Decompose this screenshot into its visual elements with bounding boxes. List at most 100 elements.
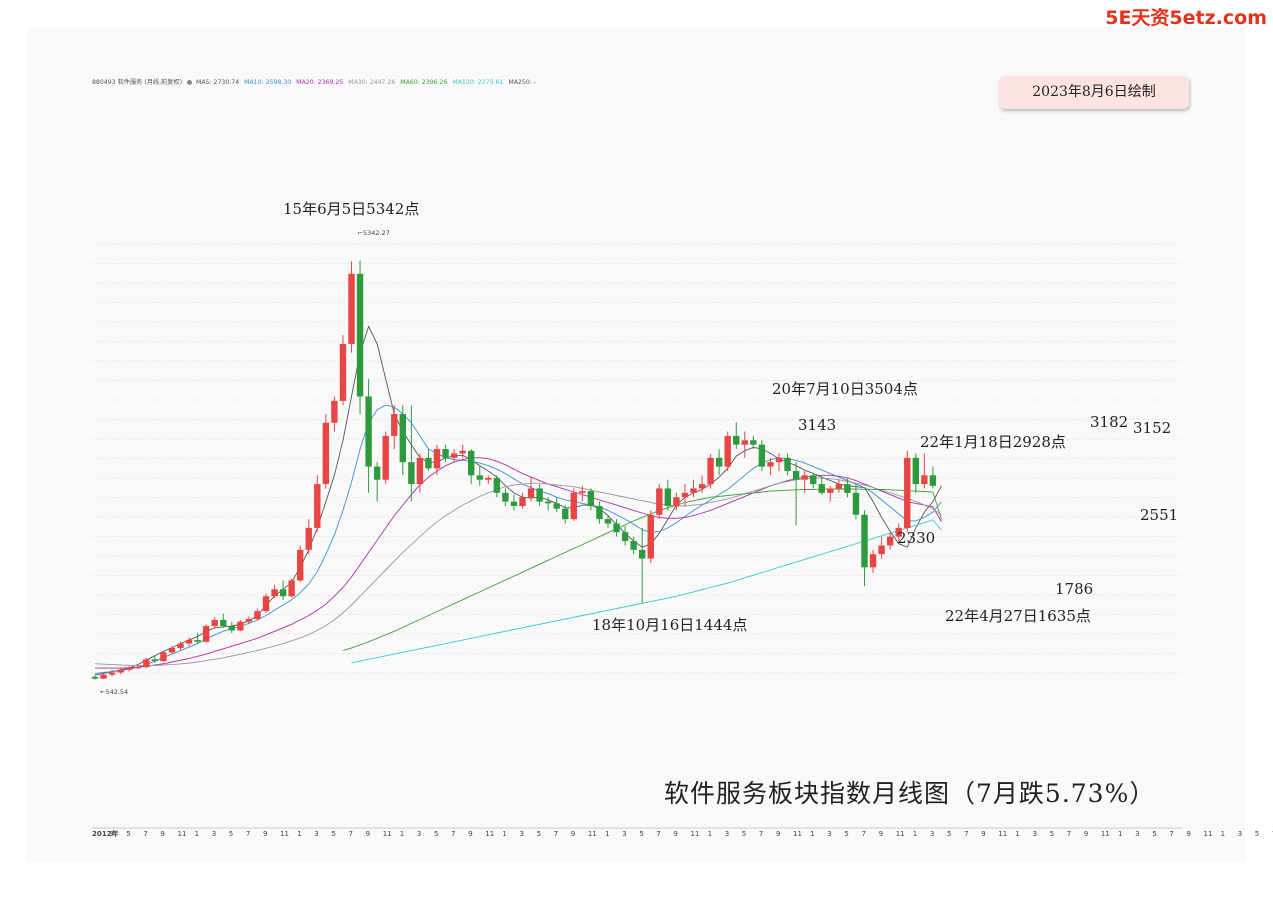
candle-body [254, 611, 261, 620]
price-annotation: 1786 [1055, 580, 1093, 598]
x-tick-label: 9 [879, 830, 883, 838]
candle-body [733, 435, 740, 445]
candle-body [202, 626, 210, 642]
legend-ma5: MA5: 2730.74 [195, 79, 240, 86]
x-tick-label: 7 [1067, 830, 1071, 838]
x-tick-label: 1 [400, 830, 404, 838]
candle-body [664, 488, 672, 506]
x-tick-label: 1 [810, 830, 814, 838]
candle-body [852, 492, 860, 515]
candle-body [134, 667, 141, 669]
candle-body [724, 435, 731, 467]
candle-body [279, 589, 287, 597]
candle-body [356, 273, 364, 397]
x-tick-label: 9 [468, 830, 472, 838]
x-tick-label: 1 [913, 830, 917, 838]
candle-body [425, 457, 432, 469]
x-tick-label: 5 [947, 830, 951, 838]
x-tick-label: 7 [349, 830, 353, 838]
x-tick-label: 5 [1255, 830, 1259, 838]
candle-body [630, 541, 637, 550]
legend-ma250: MA250: - [508, 79, 537, 86]
x-tick-label: 1 [1118, 830, 1122, 838]
x-tick-label: 11 [1101, 830, 1110, 838]
legend-ma10: MA10: 2598.30 [244, 79, 292, 86]
candle-body [929, 475, 937, 486]
candle-body [168, 647, 176, 653]
candle-body [433, 449, 441, 469]
candle-body [912, 457, 919, 485]
candle-body [921, 475, 928, 485]
candle-body [544, 501, 552, 504]
candle-body [339, 343, 347, 401]
x-tick-label: 1 [708, 830, 712, 838]
candle-body [160, 652, 167, 662]
price-annotation: 2330 [897, 529, 935, 547]
ma-line-ma30 [94, 477, 942, 667]
candle-body [895, 527, 902, 537]
candle-body [117, 669, 124, 673]
x-tick-label: 9 [160, 830, 164, 838]
candle-body [194, 640, 201, 642]
x-tick-label: 9 [1084, 830, 1088, 838]
candle-body [331, 400, 338, 423]
candle-body [399, 414, 406, 463]
candle-body [784, 457, 791, 471]
candle-body [314, 484, 321, 528]
x-tick-label: 11 [588, 830, 597, 838]
candle-body [502, 492, 509, 502]
candle-body [673, 497, 680, 506]
chart-title: 软件服务板块指数月线图（7月跌5.73%） [664, 779, 1156, 808]
candle-body [108, 672, 116, 675]
low-value-label: ←542.54 [100, 688, 128, 696]
candle-body [485, 477, 492, 480]
price-annotation: 22年4月27日1635点 [945, 607, 1091, 625]
candle-body [391, 414, 398, 436]
site-watermark: 5E天资5etz.com [1105, 7, 1267, 29]
legend-code: 880493 软件服务 (月线,前复权) [92, 79, 183, 86]
x-tick-label: 5 [434, 830, 438, 838]
x-tick-label: 7 [656, 830, 660, 838]
candle-body [715, 457, 723, 467]
candle-body [459, 450, 466, 454]
legend-ma60: MA60: 2396.26 [400, 79, 448, 86]
price-annotation: 3182 [1090, 413, 1128, 431]
candle-body [151, 659, 159, 662]
candle-body [792, 470, 800, 480]
x-tick-label: 3 [1135, 830, 1139, 838]
legend-ma30: MA30: 2447.26 [348, 79, 396, 86]
candle-body [450, 453, 458, 458]
candle-body [365, 396, 372, 467]
x-tick-label: 1 [605, 830, 609, 838]
price-annotation: 3152 [1133, 419, 1171, 437]
candle-body [536, 488, 543, 502]
x-tick-label: 7 [759, 830, 763, 838]
x-tick-label: 5 [742, 830, 746, 838]
x-tick-label: 9 [263, 830, 267, 838]
legend-ma20: MA20: 2369.25 [296, 79, 344, 86]
x-tick-label: 3 [314, 830, 318, 838]
x-tick-label: 7 [964, 830, 968, 838]
x-tick-label: 11 [280, 830, 289, 838]
candle-body [818, 484, 825, 493]
candle-body [869, 554, 877, 568]
candle-body [639, 549, 646, 559]
chart-panel [27, 27, 1245, 862]
x-tick-label: 1 [195, 830, 199, 838]
x-tick-label: 3 [212, 830, 216, 838]
x-tick-label: 3 [1033, 830, 1037, 838]
x-tick-label: 3 [1238, 830, 1242, 838]
x-tick-label: 9 [571, 830, 575, 838]
candle-body [527, 488, 535, 498]
x-tick-label: 5 [1152, 830, 1156, 838]
ma-line-ma20 [95, 457, 942, 669]
candle-body [373, 466, 381, 480]
candle-body [305, 527, 312, 550]
x-tick-label: 2012年 [92, 829, 118, 838]
candle-body [476, 475, 483, 480]
x-tick-label: 3 [417, 830, 421, 838]
x-tick-label: 11 [485, 830, 494, 838]
legend-ma120: MA120: 2275.61 [452, 79, 504, 86]
candle-body [322, 422, 330, 485]
